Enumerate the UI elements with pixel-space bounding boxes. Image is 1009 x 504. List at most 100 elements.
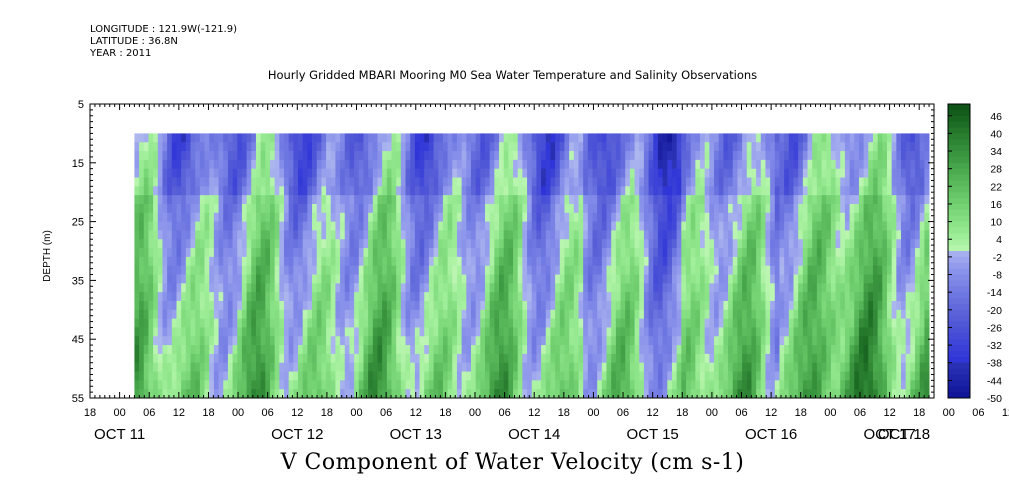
heatmap-cell	[185, 309, 191, 320]
heatmap-cell	[489, 327, 495, 337]
heatmap-cell	[340, 371, 346, 381]
heatmap-cell	[868, 186, 874, 196]
heatmap-cell	[615, 177, 621, 187]
heatmap-cell	[494, 177, 500, 187]
heatmap-cell	[349, 371, 355, 381]
heatmap-cell	[578, 239, 584, 249]
heatmap-cell	[583, 151, 589, 161]
heatmap-cell	[714, 168, 720, 178]
heatmap-cell	[732, 389, 738, 399]
heatmap-cell	[690, 327, 696, 337]
heatmap-cell	[447, 195, 453, 205]
heatmap-cell	[494, 353, 500, 364]
heatmap-cell	[788, 362, 794, 372]
heatmap-cell	[587, 186, 593, 196]
heatmap-cell	[190, 292, 196, 302]
heatmap-cell	[335, 292, 341, 302]
heatmap-cell	[802, 133, 808, 143]
heatmap-cell	[241, 362, 247, 372]
heatmap-cell	[634, 300, 640, 311]
heatmap-cell	[391, 195, 397, 205]
heatmap-cell	[284, 168, 290, 178]
heatmap-cell	[391, 380, 397, 390]
heatmap-cell	[363, 362, 369, 372]
heatmap-cell	[433, 353, 439, 364]
heatmap-cell	[363, 353, 369, 364]
heatmap-cell	[447, 292, 453, 302]
heatmap-cell	[274, 177, 280, 187]
heatmap-cell	[662, 256, 668, 267]
heatmap-cell	[639, 203, 645, 214]
heatmap-cell	[625, 345, 631, 355]
heatmap-cell	[807, 309, 813, 320]
heatmap-cell	[499, 292, 505, 302]
heatmap-cell	[830, 371, 836, 381]
heatmap-cell	[765, 345, 771, 355]
heatmap-cell	[854, 256, 860, 267]
heatmap-cell	[466, 327, 472, 337]
heatmap-cell	[779, 362, 785, 372]
heatmap-cell	[419, 336, 425, 346]
heatmap-cell	[555, 195, 561, 205]
heatmap-cell	[634, 371, 640, 381]
heatmap-cell	[251, 177, 257, 187]
heatmap-cell	[195, 327, 201, 337]
heatmap-cell	[606, 186, 612, 196]
heatmap-cell	[625, 292, 631, 302]
heatmap-cell	[760, 389, 766, 399]
heatmap-cell	[536, 256, 542, 267]
heatmap-cell	[527, 300, 533, 311]
heatmap-cell	[466, 292, 472, 302]
heatmap-cell	[718, 380, 724, 390]
heatmap-cell	[788, 203, 794, 214]
heatmap-cell	[349, 195, 355, 205]
heatmap-cell	[293, 353, 299, 364]
heatmap-cell	[704, 133, 710, 143]
heatmap-cell	[751, 177, 757, 187]
heatmap-cell	[237, 239, 243, 249]
heatmap-cell	[302, 380, 308, 390]
heatmap-cell	[550, 168, 556, 178]
heatmap-cell	[167, 265, 173, 275]
heatmap-cell	[181, 203, 187, 214]
heatmap-cell	[321, 151, 327, 161]
heatmap-cell	[485, 151, 491, 161]
heatmap-cell	[438, 371, 444, 381]
heatmap-cell	[536, 371, 542, 381]
heatmap-cell	[148, 283, 154, 293]
heatmap-cell	[424, 203, 430, 214]
heatmap-cell	[564, 177, 570, 187]
heatmap-cell	[858, 256, 865, 267]
heatmap-cell	[340, 177, 346, 187]
heatmap-cell	[648, 133, 654, 143]
heatmap-cell	[321, 318, 327, 328]
heatmap-cell	[830, 265, 836, 275]
heatmap-cell	[494, 159, 500, 170]
heatmap-cell	[279, 248, 285, 258]
heatmap-cell	[877, 380, 883, 390]
heatmap-cell	[466, 265, 472, 275]
heatmap-cell	[209, 151, 215, 161]
heatmap-cell	[891, 248, 897, 258]
heatmap-cell	[559, 300, 565, 311]
heatmap-cell	[573, 230, 579, 240]
heatmap-cell	[559, 309, 565, 320]
heatmap-cell	[728, 212, 734, 222]
heatmap-cell	[863, 256, 869, 267]
heatmap-cell	[237, 353, 243, 364]
heatmap-cell	[251, 248, 257, 258]
heatmap-cell	[419, 230, 425, 240]
heatmap-cell	[816, 133, 822, 143]
heatmap-cell	[559, 221, 565, 231]
heatmap-cell	[307, 265, 313, 275]
heatmap-cell	[410, 239, 416, 249]
heatmap-cell	[597, 345, 603, 355]
heatmap-cell	[513, 142, 519, 152]
heatmap-cell	[382, 186, 388, 196]
heatmap-cell	[657, 345, 664, 355]
heatmap-cell	[592, 159, 598, 170]
heatmap-cell	[788, 177, 794, 187]
heatmap-cell	[167, 345, 173, 355]
heatmap-cell	[625, 274, 631, 284]
heatmap-cell	[601, 353, 607, 364]
